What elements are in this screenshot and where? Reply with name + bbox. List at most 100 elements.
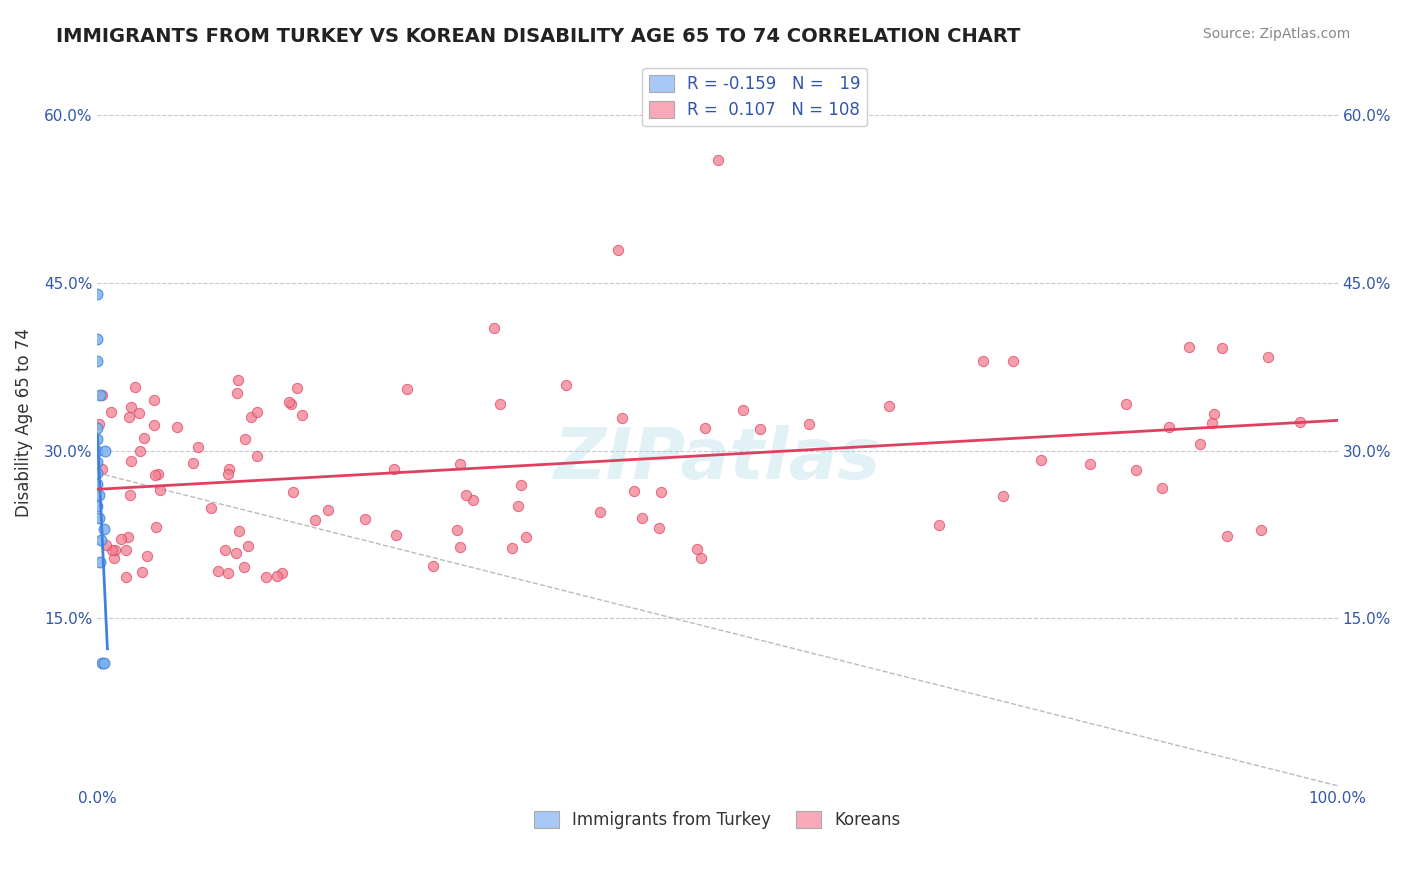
Point [121, 400, 143, 414]
Point [510, 478, 533, 492]
Point [304, 513, 326, 527]
Point [86, 332, 108, 346]
Point [928, 517, 950, 532]
Point [382, 462, 405, 476]
Point [246, 450, 269, 464]
Point [233, 432, 256, 446]
Point [647, 521, 669, 535]
Point [1115, 397, 1137, 411]
Point [1078, 457, 1101, 471]
Point [1257, 350, 1279, 364]
Point [463, 492, 485, 507]
Point [90, 533, 112, 547]
Point [114, 570, 136, 584]
Point [225, 546, 247, 560]
Point [690, 551, 713, 566]
Y-axis label: Disability Age 65 to 74: Disability Age 65 to 74 [15, 328, 32, 517]
Point [93, 522, 115, 536]
Point [132, 431, 155, 445]
Point [246, 405, 269, 419]
Point [607, 243, 630, 257]
Point [87, 417, 110, 432]
Point [489, 397, 512, 411]
Point [630, 511, 652, 525]
Point [93, 656, 115, 670]
Point [166, 419, 188, 434]
Point [1178, 339, 1201, 353]
Point [291, 408, 314, 422]
Point [449, 457, 471, 471]
Point [396, 382, 419, 396]
Point [91, 388, 114, 402]
Point [200, 500, 222, 515]
Point [100, 543, 122, 558]
Point [1031, 453, 1053, 467]
Point [1201, 416, 1223, 430]
Point [86, 455, 108, 469]
Point [456, 488, 478, 502]
Point [1250, 524, 1272, 538]
Point [217, 467, 239, 482]
Point [110, 532, 132, 546]
Point [449, 541, 471, 555]
Point [118, 488, 141, 502]
Point [650, 484, 672, 499]
Point [89, 388, 111, 402]
Point [484, 320, 506, 334]
Point [506, 499, 529, 513]
Point [218, 462, 240, 476]
Point [1289, 415, 1312, 429]
Point [316, 502, 339, 516]
Point [100, 405, 122, 419]
Point [285, 381, 308, 395]
Point [142, 418, 165, 433]
Point [232, 559, 254, 574]
Point [86, 500, 108, 514]
Point [117, 530, 139, 544]
Point [385, 528, 408, 542]
Point [1001, 354, 1024, 368]
Point [1152, 482, 1174, 496]
Point [131, 565, 153, 579]
Point [225, 386, 247, 401]
Point [217, 566, 239, 580]
Point [501, 541, 523, 556]
Point [86, 421, 108, 435]
Point [515, 530, 537, 544]
Point [89, 555, 111, 569]
Point [187, 441, 209, 455]
Point [87, 488, 110, 502]
Point [181, 456, 204, 470]
Text: Source: ZipAtlas.com: Source: ZipAtlas.com [1202, 27, 1350, 41]
Point [1202, 407, 1225, 421]
Point [993, 490, 1015, 504]
Point [128, 443, 150, 458]
Point [706, 153, 728, 168]
Point [278, 395, 301, 409]
Point [1216, 529, 1239, 543]
Point [280, 396, 302, 410]
Point [86, 287, 108, 301]
Point [214, 543, 236, 558]
Point [120, 454, 142, 468]
Point [226, 373, 249, 387]
Point [117, 409, 139, 424]
Point [686, 541, 709, 556]
Point [143, 468, 166, 483]
Point [266, 569, 288, 583]
Point [1157, 419, 1180, 434]
Point [238, 539, 260, 553]
Point [555, 377, 578, 392]
Point [270, 566, 292, 581]
Point [91, 656, 114, 670]
Point [86, 477, 108, 491]
Point [86, 433, 108, 447]
Point [86, 443, 108, 458]
Legend: Immigrants from Turkey, Koreans: Immigrants from Turkey, Koreans [527, 804, 908, 836]
Point [94, 443, 117, 458]
Point [145, 520, 167, 534]
Point [422, 559, 444, 574]
Text: IMMIGRANTS FROM TURKEY VS KOREAN DISABILITY AGE 65 TO 74 CORRELATION CHART: IMMIGRANTS FROM TURKEY VS KOREAN DISABIL… [56, 27, 1021, 45]
Point [610, 410, 633, 425]
Point [877, 400, 900, 414]
